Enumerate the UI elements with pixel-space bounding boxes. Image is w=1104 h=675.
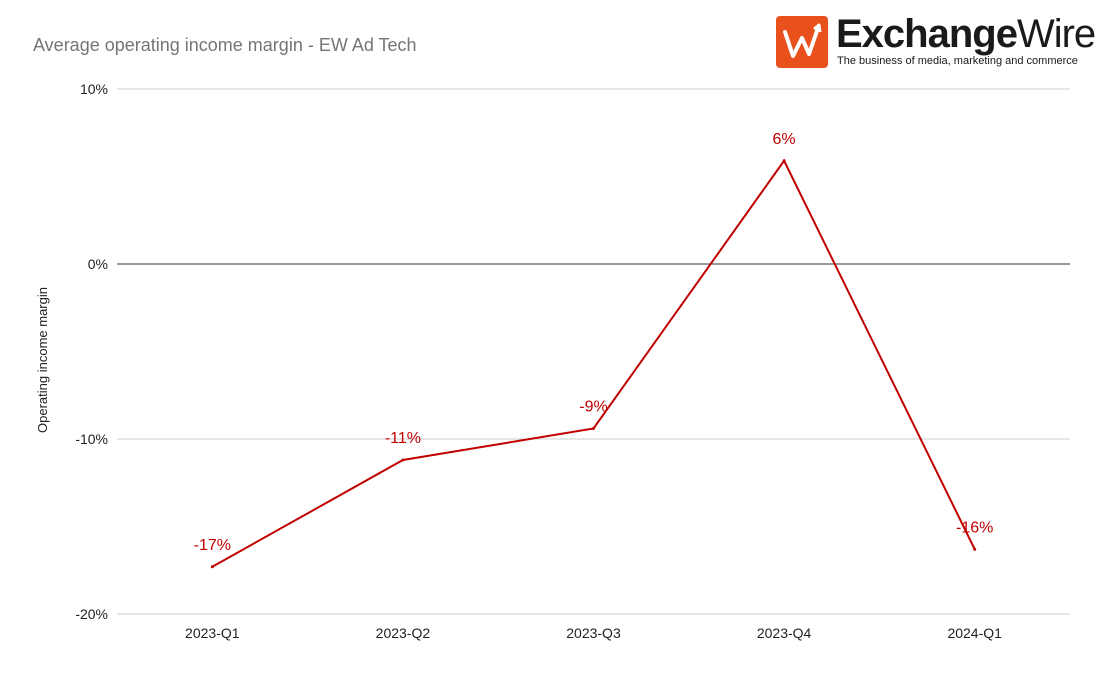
data-point [401,458,405,462]
y-tick-label: 0% [88,256,108,272]
logo-brand-thin: Wire [1016,12,1096,56]
x-tick-label: 2023-Q3 [566,625,621,641]
y-tick-label: -10% [75,431,108,447]
x-axis-ticks: 2023-Q1 2023-Q2 2023-Q3 2023-Q4 2024-Q1 [185,625,1002,641]
logo-wordmark: ExchangeWire [836,12,1096,57]
series-line [211,158,976,568]
y-axis-label: Operating income margin [35,287,50,433]
y-tick-label: 10% [80,81,108,97]
data-labels: -17% -11% -9% 6% -16% [194,131,994,554]
w-logo-icon [776,16,828,68]
chart-title: Average operating income margin - EW Ad … [33,35,417,55]
data-point [592,427,595,430]
exchangewire-logo: ExchangeWire The business of media, mark… [776,12,1096,72]
x-tick-label: 2024-Q1 [947,625,1002,641]
data-label: -16% [956,519,993,536]
x-tick-label: 2023-Q4 [757,625,812,641]
logo-tagline: The business of media, marketing and com… [837,55,1078,67]
data-label: 6% [773,131,796,148]
x-tick-label: 2023-Q1 [185,625,240,641]
series-layer [210,158,977,569]
gridlines [117,88,1070,615]
data-point [782,159,786,163]
y-axis-ticks: 10% 0% -10% -20% [75,81,108,622]
x-tick-label: 2023-Q2 [376,625,431,641]
y-tick-label: -20% [75,606,108,622]
data-label: -9% [579,399,607,416]
data-point [973,547,977,551]
logo-brand-bold: Exchange [836,12,1018,56]
data-point [210,565,214,569]
data-label: -11% [385,430,421,447]
data-label: -17% [194,537,231,554]
